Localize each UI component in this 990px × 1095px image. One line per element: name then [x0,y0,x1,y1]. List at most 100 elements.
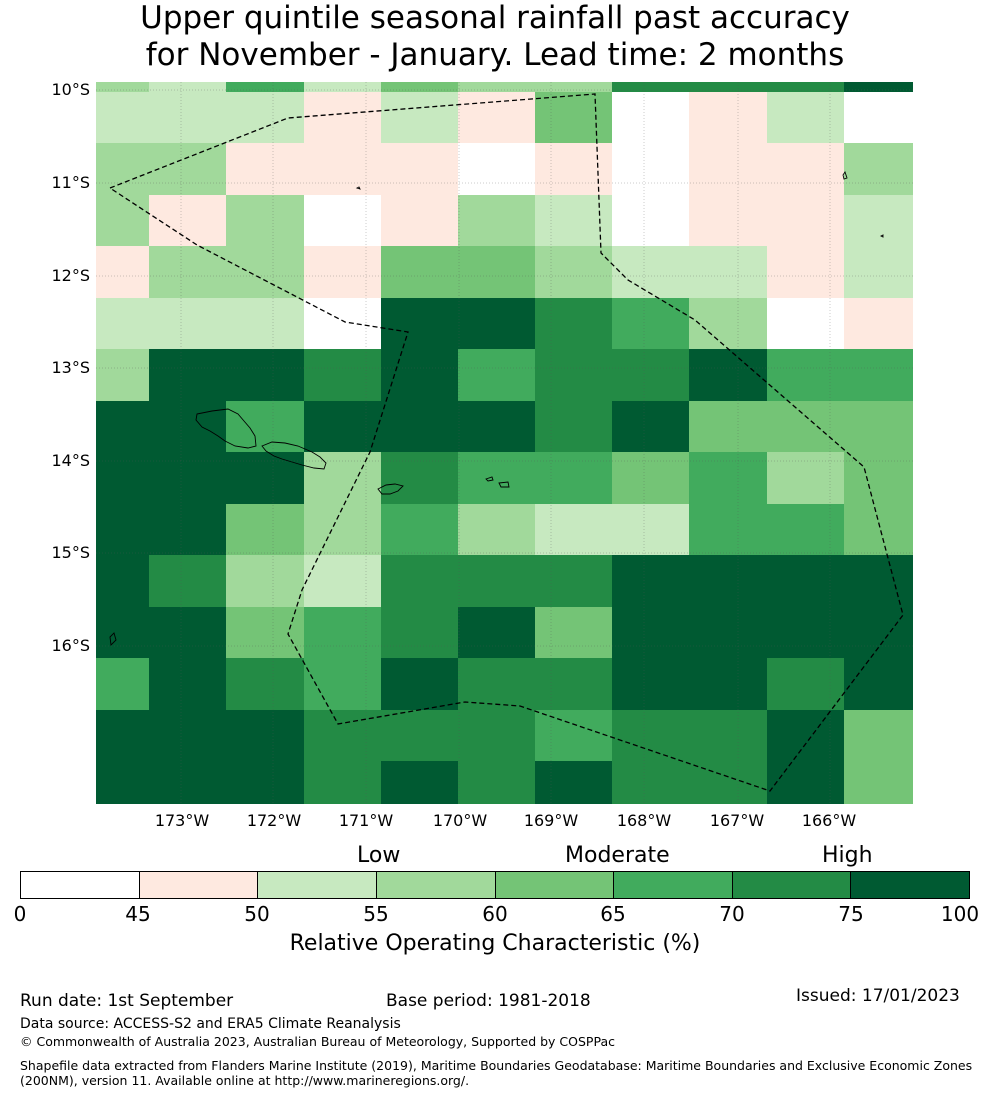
lon-label-172w: 172°W [246,811,302,830]
grid-cell [458,401,535,452]
grid-cell [226,452,304,504]
colorbar-segment-45-50 [139,872,259,898]
colorbar-tick-60: 60 [482,902,508,926]
grid-cell [767,246,844,298]
grid-cell [226,710,304,761]
grid-cell [458,82,535,92]
grid-cell [612,349,689,401]
lon-label-173w: 173°W [154,811,210,830]
grid-cell [689,401,767,452]
colorbar [20,871,970,899]
grid-cell [149,246,226,298]
grid-cell [535,504,612,555]
grid-cell [149,607,226,658]
grid-cell [226,607,304,658]
grid-cell [612,246,689,298]
grid-cell [304,143,381,195]
colorbar-tick-55: 55 [363,902,389,926]
grid-cell [689,195,767,246]
grid-cells [96,82,913,804]
grid-cell [226,555,304,607]
grid-cell [458,246,535,298]
grid-cell [689,452,767,504]
grid-cell [458,452,535,504]
copyright: © Commonwealth of Australia 2023, Austra… [20,1034,615,1049]
grid-cell [226,195,304,246]
grid-cell [844,761,913,804]
grid-cell [381,607,458,658]
colorbar-segment-75-100 [851,872,969,898]
grid-cell [535,349,612,401]
grid-cell [304,607,381,658]
grid-cell [844,82,913,92]
grid-cell [612,607,689,658]
grid-cell [96,710,149,761]
grid-cell [844,710,913,761]
lat-label-16s: 16°S [51,636,90,655]
colorbar-tick-70: 70 [719,902,745,926]
grid-cell [96,761,149,804]
grid-cell [458,555,535,607]
grid-cell [844,298,913,349]
grid-cell [96,452,149,504]
grid-cell [304,401,381,452]
colorbar-segment-60-65 [495,872,615,898]
colorbar-segment-70-75 [732,872,852,898]
grid-cell [96,143,149,195]
grid-cell [226,82,304,92]
grid-cell [689,143,767,195]
grid-cell [304,246,381,298]
grid-cell [844,607,913,658]
grid-cell [767,710,844,761]
lat-label-11s: 11°S [51,173,90,192]
grid-cell [767,452,844,504]
grid-cell [149,710,226,761]
grid-cell [767,298,844,349]
grid-cell [767,82,844,92]
grid-cell [844,555,913,607]
grid-cell [226,401,304,452]
grid-cell [844,504,913,555]
grid-cell [304,195,381,246]
grid-cell [304,82,381,92]
grid-cell [96,195,149,246]
grid-cell [226,761,304,804]
grid-cell [612,143,689,195]
grid-cell [458,607,535,658]
shapefile-credit-line-1: Shapefile data extracted from Flanders M… [20,1058,973,1073]
grid-cell [844,401,913,452]
grid-cell [844,658,913,710]
grid-cell [304,555,381,607]
grid-cell [535,452,612,504]
grid-cell [149,504,226,555]
grid-cell [844,349,913,401]
swains-island [355,186,361,190]
colorbar-tick-65: 65 [600,902,626,926]
grid-cell [304,452,381,504]
colorbar-tick-100: 100 [940,902,980,926]
grid-cell [149,555,226,607]
grid-cell [689,555,767,607]
small-islet-east [879,234,884,238]
tutuila-island [377,483,404,495]
colorbar-segment-55-60 [376,872,496,898]
upolu-island [261,441,327,470]
grid-cell [458,195,535,246]
grid-cell [226,349,304,401]
grid-cell [226,246,304,298]
grid-cell [689,658,767,710]
title-line-1: Upper quintile seasonal rainfall past ac… [140,0,850,36]
grid-cell [458,349,535,401]
grid-cell [767,658,844,710]
grid-cell [535,401,612,452]
lon-label-167w: 167°W [709,811,765,830]
grid-cell [612,658,689,710]
grid-cell [96,349,149,401]
grid-cell [612,504,689,555]
colorbar-segment-65-70 [614,872,733,898]
grid-cell [535,92,612,143]
grid-cell [689,298,767,349]
grid-cell [381,246,458,298]
savaii-island [195,408,257,449]
legend-category-high: High [822,843,873,868]
